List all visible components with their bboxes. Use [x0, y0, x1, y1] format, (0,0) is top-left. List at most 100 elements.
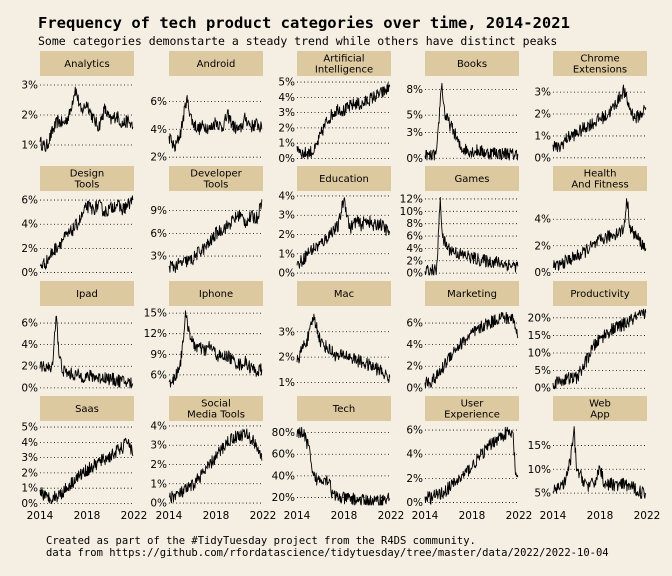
facet-label: Web [589, 399, 611, 410]
facet-panel: Saas 0% 1% 2% 3% 4% 5% 2014 2018 2022 [21, 396, 147, 522]
facet-label: Productivity [570, 289, 629, 300]
x-tick-label: 2014 [284, 510, 311, 522]
facet-strip [40, 166, 134, 191]
series-line [424, 311, 519, 389]
caption: Created as part of the #TidyTuesday proj… [46, 535, 609, 559]
y-tick-label: 3% [278, 210, 295, 222]
facet-strip [40, 51, 134, 76]
x-tick-label: 2014 [27, 510, 54, 522]
y-tick-label: 6% [150, 96, 167, 108]
series-line [168, 94, 263, 152]
y-tick-label: 1% [278, 248, 295, 260]
facet-label: Tools [203, 180, 229, 191]
facet-strip [553, 396, 647, 421]
series-line [296, 426, 391, 506]
y-tick-label: 0% [21, 498, 38, 510]
y-tick-label: 6% [150, 228, 167, 240]
y-tick-label: 40% [272, 470, 295, 482]
series-line [39, 315, 134, 389]
y-tick-label: 12% [400, 193, 423, 205]
y-tick-label: 2% [278, 352, 295, 364]
y-tick-label: 10% [528, 348, 551, 360]
facet-panel: Ipad 0% 2% 4% 6% [21, 281, 134, 394]
facet-label: Analytics [64, 59, 109, 70]
chart-subtitle: Some categories demonstarte a steady tre… [38, 34, 558, 48]
y-tick-label: 4% [21, 339, 38, 351]
facet-panel: Games 0%2%4%6%8%10%12% [400, 166, 519, 280]
y-tick-label: 6% [406, 318, 423, 330]
y-tick-label: 2% [278, 122, 295, 134]
facet-strip [553, 51, 647, 76]
facet-label: Health [584, 169, 617, 180]
series-line [296, 197, 391, 269]
y-tick-label: 2% [534, 109, 551, 121]
facet-label: Experience [444, 410, 500, 421]
y-tick-label: 1% [150, 478, 167, 490]
facet-label: Mac [334, 289, 354, 300]
facet-strip [425, 166, 519, 191]
y-tick-label: 0% [21, 267, 38, 279]
caption-line-2: data from https://github.com/rfordatasci… [46, 547, 609, 559]
y-tick-label: 0% [534, 152, 551, 164]
facet-strip [297, 51, 391, 76]
y-tick-label: 3% [534, 87, 551, 99]
y-tick-label: 12% [144, 328, 167, 340]
y-tick-label: 15% [144, 308, 167, 320]
y-tick-label: 2% [534, 240, 551, 252]
series-line [168, 428, 263, 504]
facet-label: Artificial [323, 54, 364, 65]
y-tick-label: 3% [278, 107, 295, 119]
x-tick-label: 2022 [378, 510, 405, 522]
y-tick-label: 20% [272, 492, 295, 504]
facet-strip [425, 281, 519, 306]
y-tick-label: 0% [406, 153, 423, 165]
y-tick-label: 5% [406, 110, 423, 122]
y-tick-label: 1% [278, 138, 295, 150]
y-tick-label: 9% [150, 349, 167, 361]
series-line [168, 310, 263, 388]
facet-strip [169, 166, 263, 191]
y-tick-label: 6% [406, 425, 423, 437]
y-tick-label: 10% [528, 464, 551, 476]
series-line [424, 426, 519, 505]
y-tick-label: 3% [278, 326, 295, 338]
y-tick-label: 5% [534, 365, 551, 377]
facet-label: Extensions [573, 65, 627, 76]
y-tick-label: 0% [406, 382, 423, 394]
facet-label: Media Tools [187, 410, 245, 421]
facet-label: Android [197, 59, 236, 70]
y-tick-label: 4% [21, 219, 38, 231]
y-tick-label: 2% [21, 361, 38, 373]
chart-title: Frequency of tech product categories ove… [38, 14, 570, 32]
y-tick-label: 6% [21, 195, 38, 207]
y-tick-label: 4% [150, 420, 167, 432]
y-tick-label: 4% [150, 124, 167, 136]
facet-panel: Android 2% 4% 6% [150, 51, 263, 164]
y-tick-label: 1% [534, 130, 551, 142]
y-tick-label: 4% [406, 339, 423, 351]
series-line [39, 437, 134, 505]
facet-strip [425, 51, 519, 76]
facet-label: Design [70, 169, 105, 180]
y-tick-label: 3% [21, 80, 38, 92]
y-tick-label: 6% [21, 318, 38, 330]
x-tick-label: 2014 [156, 510, 183, 522]
y-tick-label: 4% [406, 243, 423, 255]
x-tick-label: 2022 [121, 510, 148, 522]
facet-label: Saas [75, 404, 99, 415]
x-tick-label: 2018 [331, 510, 358, 522]
facet-panel: Tech 20% 40% 60% 80% 2014 2018 2022 [272, 396, 405, 522]
facet-panel: Marketing 0% 2% 4% 6% [406, 281, 519, 394]
facet-panel: Iphone 6% 9% 12% 15% [144, 281, 263, 388]
facet-strip [169, 396, 263, 421]
facet-label: Iphone [199, 289, 233, 300]
facet-label: Developer [190, 169, 242, 180]
y-tick-label: 4% [278, 92, 295, 104]
x-tick-label: 2022 [250, 510, 277, 522]
facet-strip [297, 166, 391, 191]
facet-label: Chrome [580, 54, 619, 65]
x-tick-label: 2014 [540, 510, 567, 522]
